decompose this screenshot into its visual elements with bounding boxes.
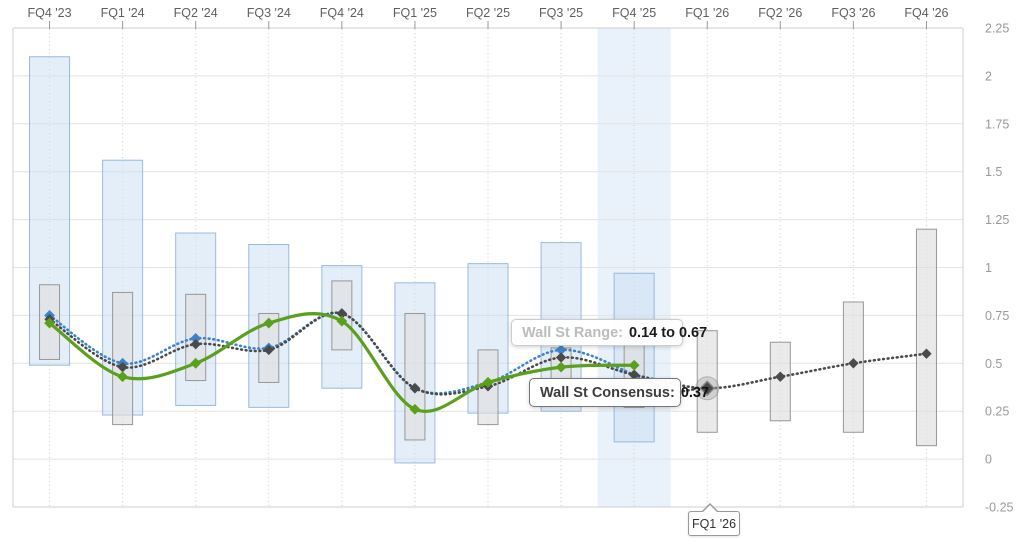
actual-point[interactable] — [336, 315, 348, 327]
hovered-quarter-callout: FQ1 '26 — [688, 503, 740, 536]
wallst-point[interactable] — [409, 383, 421, 394]
wallst-point[interactable] — [848, 358, 859, 369]
right-axis-label: 0 — [985, 453, 992, 467]
top-axis-label: FQ1 '25 — [393, 6, 437, 20]
actual-series[interactable] — [44, 312, 640, 415]
right-axis-label: 0.5 — [985, 357, 1002, 371]
top-axis-label: FQ2 '25 — [466, 6, 510, 20]
wallst-point[interactable] — [117, 361, 128, 373]
actual-point[interactable] — [117, 371, 129, 383]
wallst-point[interactable] — [263, 344, 274, 356]
top-axis-label: FQ3 '24 — [247, 6, 291, 20]
top-axis-label: FQ4 '24 — [320, 6, 364, 20]
right-axis-label: 2.25 — [985, 22, 1009, 36]
wallst-range-tooltip: Wall St Range: 0.14 to 0.67 — [511, 319, 707, 346]
right-axis-label: 0.25 — [985, 405, 1009, 419]
top-axis-label: FQ2 '24 — [174, 6, 218, 20]
right-axis-label: 1.25 — [985, 213, 1009, 227]
right-axis-label: -0.25 — [985, 501, 1014, 515]
top-axis-label: FQ4 '23 — [27, 6, 71, 20]
gridlines — [12, 27, 964, 508]
wallst-consensus-tooltip: Wall St Consensus: 0.37 — [529, 378, 709, 407]
actual-point[interactable] — [263, 317, 275, 329]
actual-point[interactable] — [44, 317, 55, 329]
top-axis-label: FQ4 '26 — [904, 6, 948, 20]
right-axis-labels: 2.25 2 1.75 1.5 1.25 1 0.75 0.5 0.25 0 -0.25 — [985, 22, 1014, 515]
top-axis-label: FQ3 '25 — [539, 6, 583, 20]
estimize-point[interactable] — [555, 344, 567, 356]
actual-point[interactable] — [409, 403, 421, 415]
top-axis-label: FQ4 '25 — [612, 6, 656, 20]
actual-point[interactable] — [628, 359, 640, 371]
range-tooltip-label: Wall St Range: — [522, 324, 623, 341]
wallst-range-bars-bar[interactable] — [404, 312, 426, 441]
top-axis-label: FQ3 '26 — [831, 6, 875, 20]
actual-point[interactable] — [190, 357, 202, 369]
top-axis-label: FQ2 '26 — [758, 6, 802, 20]
wallst-point[interactable] — [190, 338, 201, 350]
wallst-point[interactable] — [775, 371, 786, 382]
hovered-point[interactable] — [681, 376, 720, 401]
right-axis-label: 1 — [985, 261, 992, 275]
top-axis-labels: FQ4 '23 FQ1 '24 FQ2 '24 FQ3 '24 FQ4 '24 FQ1 '… — [27, 6, 948, 20]
wallst-point[interactable] — [921, 348, 932, 359]
wallst-point[interactable] — [336, 308, 348, 319]
consensus-tooltip-value: 0.37 — [680, 384, 710, 401]
range-tooltip-value: 0.14 to 0.67 — [628, 324, 708, 341]
actual-point[interactable] — [482, 377, 494, 388]
hovered-quarter-label: FQ1 '26 — [691, 516, 737, 531]
wallst-range-bars-bar[interactable] — [915, 228, 937, 447]
hovered-wallst-point[interactable] — [699, 380, 716, 397]
top-axis-label: FQ1 '24 — [101, 6, 145, 20]
top-axis-label: FQ1 '26 — [685, 6, 729, 20]
wallst-point[interactable] — [628, 369, 640, 380]
consensus-tooltip-label: Wall St Consensus: — [540, 384, 675, 401]
actual-point[interactable] — [555, 361, 567, 373]
right-axis-label: 1.5 — [985, 165, 1002, 179]
right-axis-label: 2 — [985, 69, 992, 83]
estimize-point[interactable] — [190, 332, 202, 344]
wallst-point[interactable] — [555, 352, 567, 363]
column-gridlines — [49, 21, 927, 506]
right-axis-label: 0.75 — [985, 309, 1009, 323]
right-axis-label: 1.75 — [985, 117, 1009, 131]
